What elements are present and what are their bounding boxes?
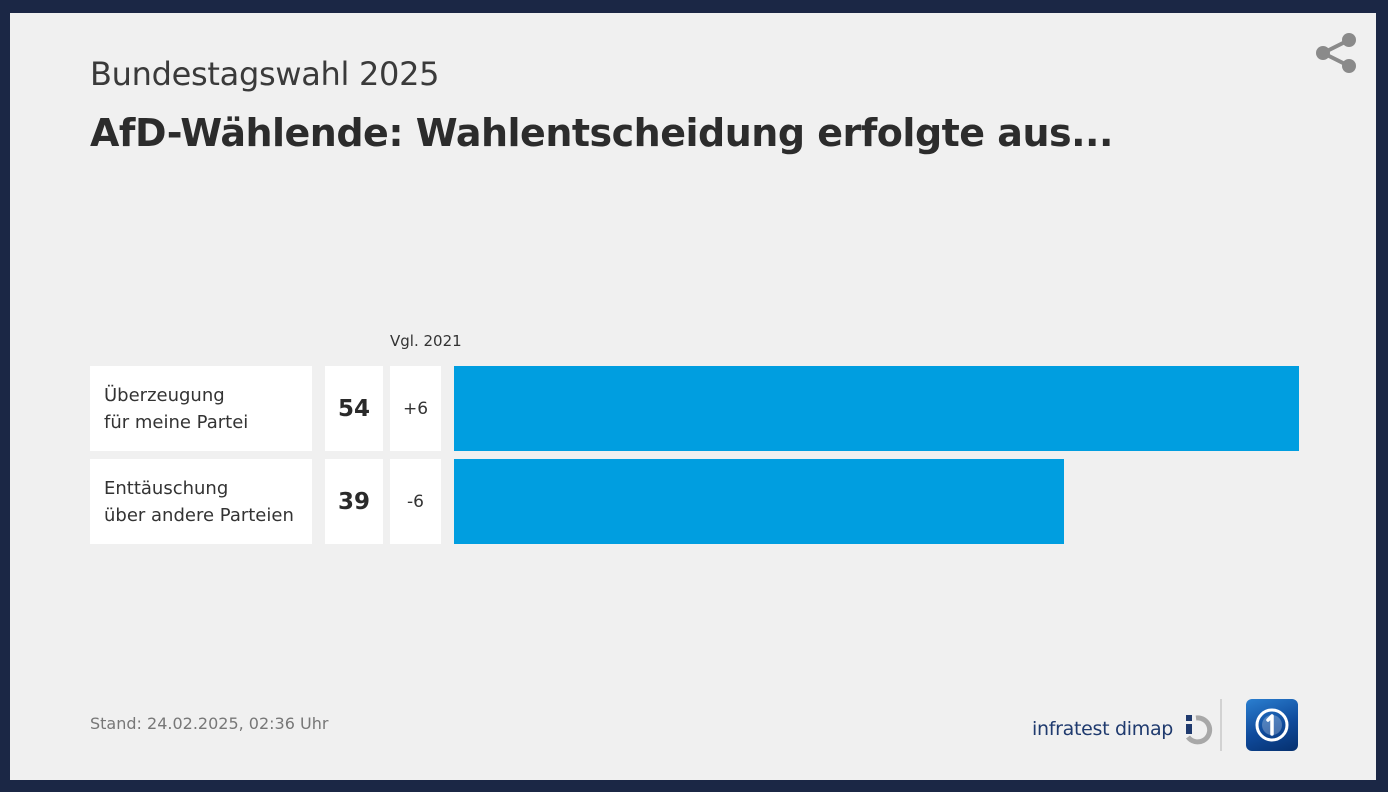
value-label: 39 xyxy=(325,459,383,544)
bar-row: Überzeugung für meine Partei 54 +6 xyxy=(90,366,1300,451)
ard-logo xyxy=(1246,699,1298,751)
share-icon xyxy=(1316,33,1356,73)
value-label: 54 xyxy=(325,366,383,451)
infratest-logo-icon xyxy=(1186,715,1213,745)
row-label-cell: Überzeugung für meine Partei xyxy=(90,366,312,451)
bar-track xyxy=(454,366,1299,451)
row-label: Enttäuschung über andere Parteien xyxy=(104,477,294,526)
timestamp: Stand: 24.02.2025, 02:36 Uhr xyxy=(90,714,329,733)
change-label: -6 xyxy=(390,459,441,544)
logo-divider xyxy=(1220,699,1222,751)
row-label: Überzeugung für meine Partei xyxy=(104,384,249,433)
bar-track xyxy=(454,459,1299,544)
source-logo-text: infratest dimap xyxy=(1032,718,1174,740)
bar-row: Enttäuschung über andere Parteien 39 -6 xyxy=(90,459,1300,544)
share-button[interactable] xyxy=(1314,31,1358,75)
row-label-cell: Enttäuschung über andere Parteien xyxy=(90,459,312,544)
change-label: +6 xyxy=(390,366,441,451)
ard-1-logo-icon xyxy=(1255,708,1289,742)
chart-title: AfD-Wählende: Wahlentscheidung erfolgte … xyxy=(90,111,1113,155)
comparison-header: Vgl. 2021 xyxy=(390,332,462,350)
bar-ueberzeugung xyxy=(454,366,1299,451)
infratest-dimap-logo: infratest dimap xyxy=(1032,711,1217,747)
chart-kicker: Bundestagswahl 2025 xyxy=(90,55,440,93)
chart-card: Bundestagswahl 2025 AfD-Wählende: Wahlen… xyxy=(10,13,1376,780)
bar-enttaeuschung xyxy=(454,459,1064,544)
